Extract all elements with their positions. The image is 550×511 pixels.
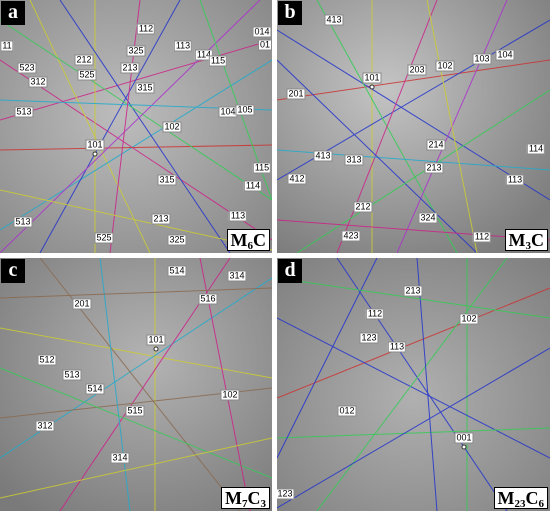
- zone-axis-label: 513: [13, 216, 33, 228]
- zone-axis-label: 412: [287, 173, 307, 185]
- phase-label: M7C3: [221, 487, 270, 510]
- zone-axis-label: 201: [286, 88, 306, 100]
- zone-axis-label: 102: [459, 313, 479, 325]
- zone-axis-label: 113: [387, 341, 407, 353]
- pole-marker: [461, 444, 467, 450]
- zone-axis-label: 423: [341, 230, 361, 242]
- kikuchi-pattern-d: [277, 258, 550, 511]
- zone-axis-label: 11: [0, 40, 14, 52]
- zone-axis-label: 113: [505, 174, 525, 186]
- zone-axis-label: 113: [173, 40, 193, 52]
- zone-axis-label: 112: [472, 231, 492, 243]
- zone-axis-label: 014: [252, 26, 272, 38]
- panel-letter: c: [1, 259, 25, 283]
- kikuchi-pattern-b: [277, 0, 550, 253]
- zone-axis-label: 413: [313, 150, 333, 162]
- zone-axis-label: 514: [167, 265, 187, 277]
- zone-axis-label: 102: [220, 389, 240, 401]
- zone-axis-label: 213: [151, 213, 171, 225]
- zone-axis-label: 325: [126, 45, 146, 57]
- zone-axis-label: 314: [227, 270, 247, 282]
- zone-axis-label: 105: [235, 104, 255, 116]
- pole-marker: [153, 346, 159, 352]
- kikuchi-pattern-a: [0, 0, 272, 253]
- panel-b: b 413 201 101 203 102 103 104 214 114 41…: [277, 0, 550, 253]
- zone-axis-label: 102: [435, 60, 455, 72]
- zone-axis-label: 102: [162, 121, 182, 133]
- zone-axis-label: 201: [72, 298, 92, 310]
- zone-axis-label: 525: [77, 69, 97, 81]
- zone-axis-label: 114: [526, 143, 546, 155]
- panel-letter: a: [1, 1, 25, 25]
- zone-axis-label: 203: [407, 64, 427, 76]
- pole-marker: [92, 151, 98, 157]
- kikuchi-pattern-c: [0, 258, 272, 511]
- zone-axis-label: 114: [194, 49, 214, 61]
- zone-axis-label: 212: [353, 201, 373, 213]
- zone-axis-label: 525: [94, 232, 114, 244]
- phase-label: M6C: [226, 229, 270, 252]
- zone-axis-label: 312: [28, 76, 48, 88]
- zone-axis-label: 213: [120, 62, 140, 74]
- zone-axis-label: 101: [146, 334, 166, 346]
- zone-axis-label: 523: [17, 62, 37, 74]
- panel-c: c 514 314 516 201 101 512 513 514 515 10…: [0, 258, 272, 511]
- zone-axis-label: 513: [14, 106, 34, 118]
- pole-marker: [369, 84, 375, 90]
- zone-axis-label: 101: [362, 72, 382, 84]
- zone-axis-label: 112: [365, 308, 385, 320]
- zone-axis-label: 313: [344, 154, 364, 166]
- zone-axis-label: 104: [495, 49, 515, 61]
- zone-axis-label: 515: [125, 405, 145, 417]
- zone-axis-label: 123: [277, 488, 295, 500]
- zone-axis-label: 112: [136, 23, 156, 35]
- zone-axis-label: 315: [135, 82, 155, 94]
- panel-letter: b: [278, 1, 302, 25]
- panel-letter: d: [278, 259, 302, 283]
- zone-axis-label: 115: [208, 55, 228, 67]
- zone-axis-label: 314: [110, 452, 130, 464]
- zone-axis-label: 213: [424, 162, 444, 174]
- zone-axis-label: 514: [85, 383, 105, 395]
- panel-d: d 213 112 102 123 113 012 001 123 M23C6: [277, 258, 550, 511]
- zone-axis-label: 213: [403, 285, 423, 297]
- zone-axis-label: 325: [167, 234, 187, 246]
- zone-axis-label: 01: [257, 39, 272, 51]
- zone-axis-label: 113: [228, 210, 248, 222]
- zone-axis-label: 312: [35, 420, 55, 432]
- panel-a: a 11 523 312 513 212 525 325 213 315 112…: [0, 0, 272, 253]
- zone-axis-label: 212: [74, 54, 94, 66]
- zone-axis-label: 513: [62, 369, 82, 381]
- zone-axis-label: 315: [157, 174, 177, 186]
- zone-axis-label: 001: [454, 432, 474, 444]
- zone-axis-label: 115: [252, 162, 272, 174]
- zone-axis-label: 413: [324, 14, 344, 26]
- zone-axis-label: 512: [37, 354, 57, 366]
- phase-label: M3C: [504, 229, 548, 252]
- phase-label: M23C6: [493, 487, 548, 510]
- zone-axis-label: 101: [85, 139, 105, 151]
- zone-axis-label: 516: [198, 293, 218, 305]
- zone-axis-label: 114: [243, 180, 263, 192]
- zone-axis-label: 103: [472, 53, 492, 65]
- zone-axis-label: 123: [359, 332, 379, 344]
- zone-axis-label: 012: [337, 405, 357, 417]
- zone-axis-label: 324: [418, 212, 438, 224]
- zone-axis-label: 214: [426, 139, 446, 151]
